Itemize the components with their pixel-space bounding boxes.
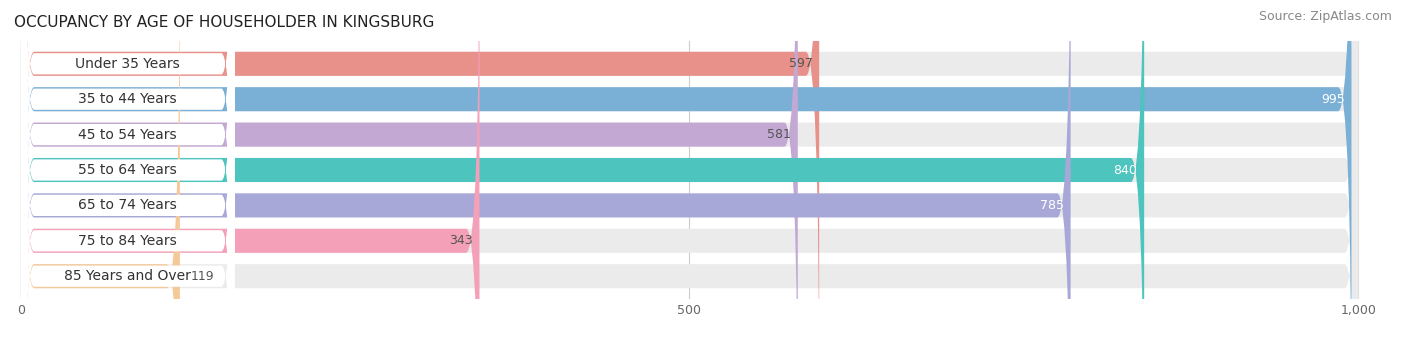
FancyBboxPatch shape: [21, 0, 1358, 340]
FancyBboxPatch shape: [21, 0, 820, 340]
Text: 581: 581: [768, 128, 792, 141]
FancyBboxPatch shape: [21, 0, 479, 340]
FancyBboxPatch shape: [21, 0, 1358, 340]
Text: 75 to 84 Years: 75 to 84 Years: [79, 234, 177, 248]
Text: Source: ZipAtlas.com: Source: ZipAtlas.com: [1258, 10, 1392, 23]
FancyBboxPatch shape: [21, 0, 235, 340]
Text: OCCUPANCY BY AGE OF HOUSEHOLDER IN KINGSBURG: OCCUPANCY BY AGE OF HOUSEHOLDER IN KINGS…: [14, 15, 434, 30]
FancyBboxPatch shape: [21, 0, 235, 340]
Text: 45 to 54 Years: 45 to 54 Years: [79, 128, 177, 141]
FancyBboxPatch shape: [21, 0, 797, 340]
FancyBboxPatch shape: [21, 0, 1358, 340]
Text: 995: 995: [1322, 93, 1344, 106]
FancyBboxPatch shape: [21, 0, 1358, 340]
FancyBboxPatch shape: [21, 0, 235, 340]
FancyBboxPatch shape: [21, 0, 1358, 340]
FancyBboxPatch shape: [21, 0, 1358, 340]
FancyBboxPatch shape: [21, 0, 180, 340]
FancyBboxPatch shape: [21, 0, 235, 340]
Text: 85 Years and Over: 85 Years and Over: [65, 269, 191, 283]
FancyBboxPatch shape: [21, 0, 1358, 340]
FancyBboxPatch shape: [21, 0, 235, 340]
FancyBboxPatch shape: [21, 0, 235, 340]
Text: Under 35 Years: Under 35 Years: [76, 57, 180, 71]
Text: 840: 840: [1114, 164, 1137, 176]
Text: 785: 785: [1040, 199, 1064, 212]
Text: 35 to 44 Years: 35 to 44 Years: [79, 92, 177, 106]
Text: 597: 597: [789, 57, 813, 70]
FancyBboxPatch shape: [21, 0, 1351, 340]
Text: 65 to 74 Years: 65 to 74 Years: [79, 199, 177, 212]
FancyBboxPatch shape: [21, 0, 1144, 340]
Text: 343: 343: [449, 234, 472, 247]
FancyBboxPatch shape: [21, 0, 1070, 340]
Text: 119: 119: [191, 270, 214, 283]
Text: 55 to 64 Years: 55 to 64 Years: [79, 163, 177, 177]
FancyBboxPatch shape: [21, 0, 235, 340]
